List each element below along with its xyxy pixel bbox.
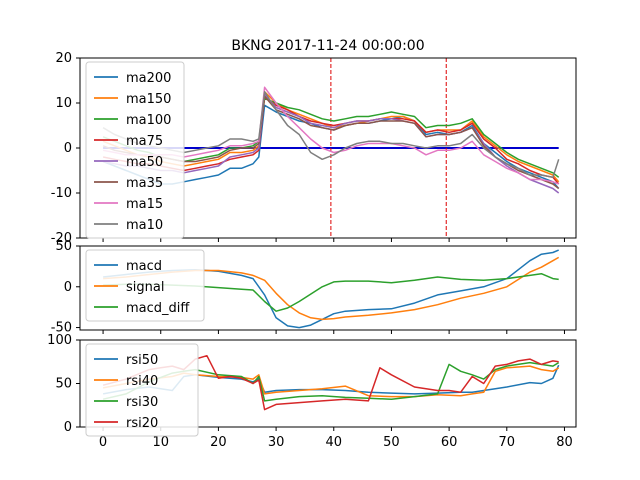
legend-label-macd: macd	[126, 259, 162, 274]
legend: rsi50 rsi40 rsi30 rsi20	[85, 343, 199, 437]
legend-label-ma75: ma75	[126, 134, 163, 149]
y-tick-label: 0	[64, 280, 72, 295]
legend-box	[85, 61, 185, 239]
legend-label-signal: signal	[126, 280, 164, 295]
x-tick-label: 10	[152, 435, 169, 450]
axes-frame	[79, 245, 577, 331]
legend-label-macd_diff: macd_diff	[126, 301, 190, 316]
moving-averages-panel: -20-1001020ma200ma150ma100ma75ma50ma35ma…	[51, 51, 577, 246]
y-tick-label: -50	[51, 321, 72, 336]
y-tick-label: 20	[55, 51, 72, 66]
legend-box	[85, 343, 199, 437]
x-tick-label: 50	[383, 435, 400, 450]
x-tick-label: 60	[441, 435, 458, 450]
legend-label-ma200: ma200	[126, 71, 171, 86]
legend-label-ma10: ma10	[126, 218, 163, 233]
legend-label-ma50: ma50	[126, 155, 163, 170]
legend-label-ma100: ma100	[126, 113, 171, 128]
y-tick-label: -10	[51, 186, 72, 201]
legend-label-rsi30: rsi30	[126, 395, 158, 410]
legend-box	[85, 249, 205, 322]
y-tick-label: 10	[55, 96, 72, 111]
x-tick-label: 30	[268, 435, 285, 450]
y-tick-label: 0	[64, 420, 72, 435]
legend: ma200 ma150 ma100 ma75 ma50 ma35 ma15 ma10	[85, 61, 185, 239]
legend-label-rsi50: rsi50	[126, 353, 158, 368]
legend-label-ma150: ma150	[126, 92, 171, 107]
x-tick-label: 0	[99, 435, 107, 450]
y-tick-label: -20	[51, 231, 72, 246]
legend-label-ma35: ma35	[126, 176, 163, 191]
x-tick-label: 40	[325, 435, 342, 450]
x-tick-label: 20	[210, 435, 227, 450]
legend-label-ma15: ma15	[126, 197, 163, 212]
y-tick-label: 0	[64, 141, 72, 156]
y-tick-label: 50	[55, 239, 72, 254]
macd-panel: -50 0 50 macd signal macd_diff	[51, 239, 577, 336]
y-tick-label: 100	[47, 333, 72, 348]
y-tick-label: 50	[55, 377, 72, 392]
legend-label-rsi20: rsi20	[126, 416, 158, 431]
chart-title: BKNG 2017-11-24 00:00:00	[231, 38, 424, 54]
x-tick-label: 70	[499, 435, 516, 450]
legend: macd signal macd_diff	[85, 249, 205, 322]
x-tick-label: 80	[556, 435, 573, 450]
legend-label-rsi40: rsi40	[126, 374, 158, 389]
